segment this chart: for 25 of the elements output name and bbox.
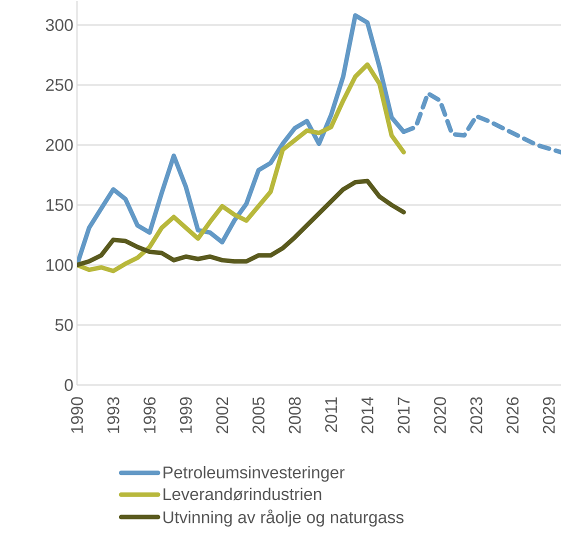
y-tick-label: 0 (64, 379, 73, 391)
x-tick-label: 2008 (288, 397, 301, 434)
x-tick-label: 1999 (180, 397, 192, 433)
legend-label: Leverandørindustrien (164, 488, 322, 500)
y-tick-label: 300 (46, 19, 73, 31)
y-tick-label: 50 (55, 319, 73, 331)
x-tick-label: 2002 (216, 397, 228, 434)
line-series (77, 62, 406, 274)
y-tick-label: 100 (46, 259, 73, 271)
x-tick-label: 2020 (434, 397, 446, 434)
x-tick-label: 2026 (506, 397, 519, 434)
legend-label: Utvinning av råolje og naturgass (164, 509, 404, 527)
x-tick-label: 2011 (325, 397, 338, 432)
x-tick-label: 2005 (252, 397, 265, 434)
x-tick-label: 2014 (361, 396, 374, 434)
legend-label: Petroleumsinvesteringer (164, 466, 345, 482)
y-tick-label: 250 (46, 79, 73, 91)
y-tick-label: 150 (46, 199, 73, 211)
x-tick-label: 2017 (398, 397, 410, 434)
x-tick-label: 2029 (542, 397, 555, 434)
x-tick-label: 2023 (470, 397, 482, 434)
x-tick-label: 1990 (71, 397, 84, 433)
x-tick-label: 1993 (107, 397, 120, 433)
x-tick-label: 1996 (144, 397, 156, 433)
y-tick-label: 200 (46, 139, 73, 151)
